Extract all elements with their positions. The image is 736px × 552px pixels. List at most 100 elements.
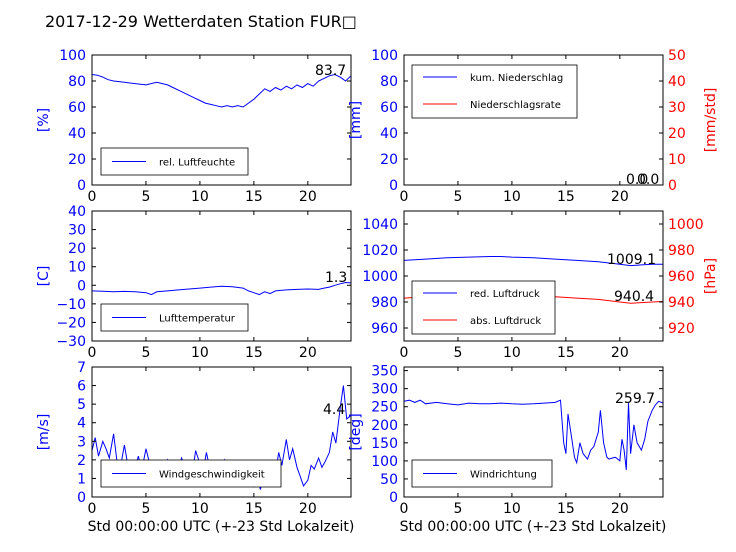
- panel-bottom-left-xtick-label-4: 20: [299, 501, 317, 517]
- panel-bottom-right-xtick-label-2: 10: [503, 501, 521, 517]
- panel-middle-left-xtick-label-0: 0: [88, 345, 97, 361]
- panel-top-right-ytick-r-label-1: 10: [668, 152, 686, 168]
- panel-bottom-right-ytick-label-4: 200: [371, 418, 398, 434]
- panel-top-right-ytick-r-label-3: 30: [668, 100, 686, 116]
- panel-middle-left: 0 5 10 15 20 −30 −20 −10 0 10 20 30 40 [C] Lufttempera…: [36, 204, 352, 361]
- panel-top-right-ytick-label-4: 80: [380, 74, 398, 90]
- panel-top-right-annotation-2: 0.0: [637, 172, 659, 188]
- panel-bottom-left-legend-label-0: Windgeschwindigkeit: [159, 470, 265, 481]
- panel-top-right-legend-label-0: kum. Niederschlag: [470, 73, 563, 84]
- panel-top-right-ytick-r-label-0: 0: [668, 178, 677, 194]
- panel-middle-right-ytick-label-3: 1020: [362, 243, 398, 259]
- panel-top-left-ytick-label-1: 20: [68, 152, 86, 168]
- panel-bottom-left-ytick-label-1: 1: [77, 471, 86, 487]
- panel-top-right-xtick-label-0: 0: [400, 189, 409, 205]
- panel-bottom-left-annotation: 4.4: [323, 402, 345, 418]
- panel-top-left-ytick-label-4: 80: [68, 74, 86, 90]
- panel-top-right-ylabel: [mm]: [348, 101, 364, 139]
- panel-top-right-annotation: 0.0: [626, 172, 648, 188]
- panel-bottom-left-xtick-label-3: 15: [245, 501, 263, 517]
- panel-middle-left-xtick-label-3: 15: [245, 345, 263, 361]
- panel-bottom-right-ytick-label-0: 0: [389, 490, 398, 506]
- figure-title: 2017-12-29 Wetterdaten Station FUR□: [45, 12, 357, 31]
- panel-middle-right-ytick-r-label-4: 1000: [668, 217, 704, 233]
- panel-middle-left-ytick-label-6: 30: [68, 223, 86, 239]
- panel-top-left-xtick-label-3: 15: [245, 189, 263, 205]
- panel-top-right-legend-label-1: Niederschlagsrate: [470, 100, 561, 111]
- panel-top-right-legend-box: [411, 64, 578, 119]
- panel-bottom-left-xtick-label-0: 0: [88, 501, 97, 517]
- panel-bottom-right-ytick-label-7: 350: [371, 364, 398, 380]
- panel-top-left: 0 5 10 15 20 0 20 40 60 80 100 [%] rel. Luftfeuchte 8…: [36, 48, 352, 205]
- panel-middle-left-ylabel: [C]: [36, 266, 52, 287]
- panel-middle-left-xtick-label-1: 5: [141, 345, 150, 361]
- panel-top-left-ytick-label-3: 60: [68, 100, 86, 116]
- panel-bottom-right-annotation: 259.7: [615, 391, 655, 407]
- panel-top-right-xtick-label-2: 10: [503, 189, 521, 205]
- panel-middle-left-frame: [91, 210, 352, 342]
- panel-middle-right-series-0: [404, 256, 663, 267]
- panel-middle-left-ytick-label-5: 20: [68, 241, 86, 257]
- panel-bottom-right-legend-label-0: Windrichtung: [470, 470, 537, 481]
- panel-bottom-right-ytick-label-3: 150: [371, 436, 398, 452]
- panel-middle-left-ytick-label-0: −30: [56, 334, 86, 350]
- panel-bottom-left-ytick-label-0: 0: [77, 490, 86, 506]
- panel-middle-left-ytick-label-1: −20: [56, 315, 86, 331]
- panel-top-left-xtick-label-1: 5: [141, 189, 150, 205]
- panel-bottom-right-ytick-label-2: 100: [371, 454, 398, 470]
- panel-bottom-left-ytick-label-6: 6: [77, 379, 86, 395]
- panel-bottom-right-xtick-label-1: 5: [453, 501, 462, 517]
- panel-top-left-ylabel: [%]: [36, 108, 52, 132]
- panel-middle-left-xtick-label-4: 20: [299, 345, 317, 361]
- panel-top-right-ytick-label-1: 20: [380, 152, 398, 168]
- x-axis-label-left: Std 00:00:00 UTC (+-23 Std Lokalzeit): [88, 519, 355, 535]
- panel-bottom-left-ytick-label-7: 7: [77, 360, 86, 376]
- panel-bottom-right: 0 5 10 15 20050100150200250300350[deg]Windri…: [348, 364, 664, 517]
- panel-middle-right-ytick-r-label-2: 960: [668, 269, 695, 285]
- panel-middle-right-ytick-label-0: 960: [371, 321, 398, 337]
- panel-bottom-right-ytick-label-5: 250: [371, 400, 398, 416]
- panel-top-left-series-0: [92, 73, 351, 108]
- panel-top-right-ytick-r-label-4: 40: [668, 74, 686, 90]
- panel-middle-right-ytick-label-2: 1000: [362, 269, 398, 285]
- panel-bottom-right-frame: [403, 366, 664, 498]
- panel-middle-right-ytick-label-1: 980: [371, 295, 398, 311]
- panel-middle-right: 0 5 10 15 20 960 980 1000 1020 1040 920 940 960 980 10…: [362, 210, 719, 361]
- panel-top-left-xtick-label-0: 0: [88, 189, 97, 205]
- panel-middle-left-ytick-label-2: −10: [56, 297, 86, 313]
- panel-top-right-ytick-label-5: 100: [371, 48, 398, 64]
- panel-middle-right-ytick-r-label-1: 940: [668, 295, 695, 311]
- panel-top-right-ylabel-right: [mm/std]: [703, 88, 719, 153]
- panel-middle-right-ylabel-right: [hPa]: [703, 258, 719, 294]
- panel-top-right-ytick-label-3: 60: [380, 100, 398, 116]
- panel-top-left-xtick-label-2: 10: [191, 189, 209, 205]
- panel-bottom-left-ytick-label-2: 2: [77, 453, 86, 469]
- panel-top-left-frame: [91, 54, 352, 186]
- panel-top-right: 0 5 10 15 20 0 20 40 60 80 100 0 10 20 30 40 50 [mm] [mm/s…: [348, 48, 719, 205]
- panel-top-left-ytick-label-0: 0: [77, 178, 86, 194]
- panel-middle-right-legend-label-0: red. Luftdruck: [470, 289, 540, 300]
- panel-top-right-ytick-r-label-2: 20: [668, 126, 686, 142]
- panel-bottom-left-ytick-label-5: 5: [77, 397, 86, 413]
- panel-top-left-ytick-label-5: 100: [59, 48, 86, 64]
- panel-middle-left-series-0: [92, 281, 351, 296]
- panel-bottom-left-ytick-label-4: 4: [77, 416, 86, 432]
- panel-top-right-xtick-label-3: 15: [557, 189, 575, 205]
- panel-top-right-xtick-label-4: 20: [611, 189, 629, 205]
- panel-middle-right-xtick-label-4: 20: [611, 345, 629, 361]
- panel-middle-left-ytick-label-7: 40: [68, 204, 86, 220]
- panel-bottom-right-xtick-label-4: 20: [611, 501, 629, 517]
- panel-top-left-legend-label-0: rel. Luftfeuchte: [159, 158, 235, 169]
- panel-bottom-right-series-0: [404, 399, 663, 470]
- panel-middle-left-ytick-label-3: 0: [77, 278, 86, 294]
- panel-middle-left-xtick-label-2: 10: [191, 345, 209, 361]
- panel-top-right-ytick-r-label-5: 50: [668, 48, 686, 64]
- panel-bottom-right-ylabel: [deg]: [348, 413, 364, 450]
- panel-middle-right-xtick-label-2: 10: [503, 345, 521, 361]
- panel-top-left-ytick-label-2: 40: [68, 126, 86, 142]
- panel-top-right-xtick-label-1: 5: [453, 189, 462, 205]
- panel-bottom-left-xtick-label-1: 5: [141, 501, 150, 517]
- panel-middle-left-annotation: 1.3: [325, 270, 347, 286]
- panel-bottom-left-ytick-label-3: 3: [77, 434, 86, 450]
